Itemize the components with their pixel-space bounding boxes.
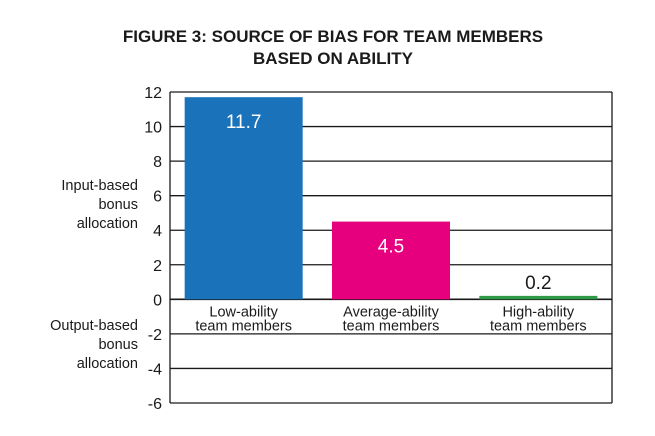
negative-axis-label-line-2: bonus	[98, 337, 138, 353]
bar-1	[184, 97, 303, 300]
category-label-1-line-1: Low-ability	[209, 304, 278, 320]
y-tick-label-10: 10	[144, 120, 162, 137]
negative-axis-label-line-3: allocation	[77, 356, 138, 372]
positive-axis-label-line-3: allocation	[77, 216, 138, 232]
positive-axis-label-line-2: bonus	[98, 197, 138, 213]
plot-frame	[169, 92, 613, 403]
data-label-2: 4.5	[378, 237, 404, 258]
bar-2	[332, 221, 450, 300]
y-tick-label--6: -6	[148, 396, 162, 413]
category-label-3-line-2: team members	[490, 318, 587, 334]
category-label-2-line-2: team members	[343, 318, 440, 334]
y-tick-label-2: 2	[153, 258, 162, 275]
bar-3	[479, 295, 598, 300]
data-labels: 11.7 4.5 0.2	[226, 112, 552, 294]
chart-title-line-1: FIGURE 3: SOURCE OF BIAS FOR TEAM MEMBER…	[123, 27, 543, 46]
negative-axis-label-line-1: Output-based	[50, 318, 138, 334]
y-tick-label-12: 12	[144, 85, 162, 102]
y-tick-label-6: 6	[153, 189, 162, 206]
category-label-1-line-2: team members	[195, 318, 292, 334]
y-tick-label--2: -2	[148, 327, 162, 344]
positive-axis-label-line-1: Input-based	[61, 178, 138, 194]
category-label-2-line-1: Average-ability	[343, 304, 439, 320]
category-label-3-line-1: High-ability	[502, 304, 574, 320]
chart-title: FIGURE 3: SOURCE OF BIAS FOR TEAM MEMBER…	[123, 27, 543, 68]
data-label-3: 0.2	[525, 273, 551, 294]
y-tick-label-4: 4	[153, 223, 162, 240]
chart-title-line-2: BASED ON ABILITY	[253, 49, 414, 68]
y-tick-label-8: 8	[153, 154, 162, 171]
data-label-1: 11.7	[226, 112, 262, 133]
axis-side-labels: Input-based bonus allocation Output-based bo…	[50, 178, 138, 372]
bars	[184, 97, 598, 300]
y-tick-labels: 12 10 8 6 4 2 0 -2 -4 -6	[144, 85, 162, 413]
y-tick-label-0: 0	[153, 292, 162, 309]
y-tick-label--4: -4	[148, 361, 162, 378]
